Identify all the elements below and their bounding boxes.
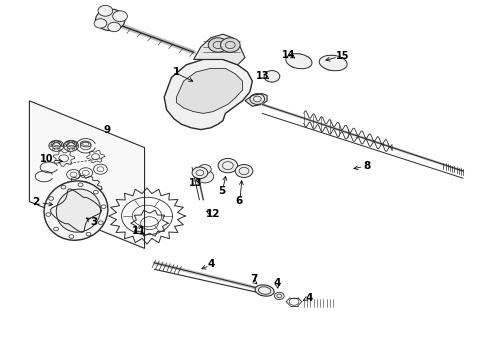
Circle shape — [340, 62, 346, 66]
Text: 14: 14 — [282, 50, 296, 60]
Ellipse shape — [286, 54, 312, 69]
Ellipse shape — [258, 287, 271, 294]
Text: 2: 2 — [32, 197, 39, 207]
Text: 13: 13 — [189, 178, 203, 188]
Circle shape — [287, 60, 293, 64]
Circle shape — [198, 165, 211, 174]
Circle shape — [326, 66, 332, 70]
Circle shape — [94, 19, 107, 28]
Circle shape — [108, 22, 121, 32]
Circle shape — [296, 54, 302, 58]
Text: 9: 9 — [103, 125, 110, 135]
Text: 10: 10 — [40, 154, 53, 164]
Text: 12: 12 — [206, 209, 220, 219]
Circle shape — [218, 158, 238, 173]
Polygon shape — [245, 94, 267, 106]
Text: 4: 4 — [207, 258, 215, 269]
Circle shape — [274, 292, 284, 300]
Circle shape — [98, 5, 113, 16]
Circle shape — [304, 60, 310, 65]
Circle shape — [322, 58, 328, 62]
Circle shape — [338, 57, 343, 62]
Polygon shape — [164, 59, 252, 130]
Ellipse shape — [56, 189, 100, 232]
Text: 5: 5 — [218, 186, 225, 196]
Circle shape — [290, 55, 295, 60]
Circle shape — [113, 11, 127, 22]
Text: 3: 3 — [91, 217, 98, 227]
Circle shape — [196, 170, 214, 183]
Circle shape — [220, 38, 240, 52]
Text: 8: 8 — [363, 161, 370, 171]
Circle shape — [321, 62, 327, 67]
Polygon shape — [29, 101, 145, 248]
Text: 11: 11 — [131, 226, 146, 236]
Circle shape — [208, 38, 228, 52]
Text: 15: 15 — [336, 51, 350, 61]
Circle shape — [299, 64, 305, 68]
Circle shape — [335, 66, 341, 70]
Circle shape — [192, 167, 208, 179]
Text: 6: 6 — [236, 196, 243, 206]
Text: 7: 7 — [250, 274, 258, 284]
Circle shape — [235, 165, 253, 177]
Text: 4: 4 — [273, 278, 281, 288]
Circle shape — [96, 9, 125, 31]
Circle shape — [303, 56, 309, 60]
Circle shape — [264, 71, 280, 82]
Text: 1: 1 — [173, 67, 180, 77]
Text: 13: 13 — [256, 71, 270, 81]
Ellipse shape — [44, 181, 108, 240]
Circle shape — [330, 55, 336, 60]
Ellipse shape — [319, 55, 347, 71]
Text: 4: 4 — [306, 293, 314, 303]
Ellipse shape — [255, 285, 274, 296]
Polygon shape — [194, 34, 245, 65]
Circle shape — [292, 63, 297, 68]
Polygon shape — [176, 68, 243, 113]
